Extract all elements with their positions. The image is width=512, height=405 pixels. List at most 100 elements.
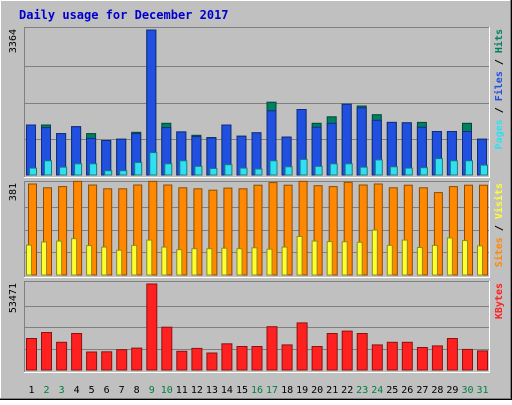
bar-pages-day-17 — [269, 160, 278, 176]
chart-panels: 3364 Pages / Files / Hits 381 Sites / Visit… — [8, 27, 505, 373]
bar-sites-day-28 — [433, 192, 443, 276]
bar-visits-day-15 — [236, 248, 243, 276]
bar-sites-day-10 — [163, 184, 173, 276]
bar-visits-day-27 — [416, 247, 423, 276]
bar-visits-day-7 — [116, 249, 123, 276]
legend-part: / — [494, 219, 505, 237]
legend-part: Hits — [493, 29, 505, 53]
bar-kbytes-day-2 — [41, 332, 52, 371]
y-max-label: 53471 — [8, 283, 19, 313]
bar-pages-day-24 — [374, 159, 383, 176]
bar-sites-day-21 — [328, 186, 338, 276]
bar-kbytes-day-13 — [206, 352, 218, 371]
chart-title: Daily usage for December 2017 — [19, 8, 229, 22]
day-label-10: 10 — [161, 385, 173, 396]
y-axis-legend-label: KBytes — [494, 283, 505, 319]
bar-visits-day-1 — [26, 244, 32, 276]
bar-kbytes-day-26 — [401, 341, 413, 371]
day-label-30: 30 — [461, 385, 473, 396]
day-label-16: 16 — [251, 385, 263, 396]
bar-pages-day-11 — [179, 160, 188, 176]
bar-sites-day-5 — [88, 184, 98, 276]
bar-kbytes-day-22 — [341, 330, 353, 371]
bar-kbytes-day-6 — [101, 351, 113, 371]
bar-pages-day-27 — [419, 167, 428, 176]
bar-sites-day-22 — [343, 181, 353, 276]
bar-sites-day-29 — [448, 186, 458, 276]
bar-sites-day-26 — [403, 184, 413, 276]
bar-sites-day-8 — [133, 184, 143, 276]
day-label-18: 18 — [281, 385, 293, 396]
bar-sites-day-2 — [43, 187, 52, 276]
day-label-13: 13 — [206, 385, 218, 396]
day-label-24: 24 — [371, 385, 383, 396]
bar-kbytes-day-24 — [371, 344, 383, 371]
bar-visits-day-9 — [146, 239, 153, 276]
bar-visits-day-16 — [251, 247, 258, 276]
bar-visits-day-19 — [296, 236, 303, 276]
bar-visits-day-20 — [311, 240, 318, 276]
y-max-label: 3364 — [8, 29, 19, 53]
panel-hits-files-pages: 3364 Pages / Files / Hits — [8, 27, 505, 178]
bar-pages-day-12 — [194, 165, 203, 176]
bar-kbytes-day-23 — [356, 333, 368, 371]
bar-pages-day-22 — [344, 163, 353, 176]
bar-sites-day-31 — [479, 184, 488, 276]
bar-visits-day-5 — [86, 245, 93, 276]
bar-sites-day-3 — [58, 186, 68, 276]
bar-pages-day-6 — [104, 170, 113, 176]
day-label-11: 11 — [176, 385, 188, 396]
bar-sites-day-7 — [118, 188, 128, 276]
day-label-31: 31 — [476, 385, 488, 396]
bar-visits-day-3 — [56, 240, 63, 276]
bar-visits-day-8 — [131, 244, 138, 276]
day-label-21: 21 — [326, 385, 338, 396]
bar-sites-day-27 — [418, 187, 428, 276]
bar-kbytes-day-14 — [221, 343, 233, 371]
bar-pages-day-18 — [284, 166, 293, 176]
day-label-5: 5 — [89, 385, 95, 396]
day-label-12: 12 — [191, 385, 203, 396]
bar-pages-day-19 — [299, 159, 308, 176]
legend-part: Visits — [493, 183, 505, 219]
day-label-26: 26 — [401, 385, 413, 396]
bar-pages-day-31 — [480, 164, 488, 176]
y-max-label: 381 — [8, 183, 19, 201]
bar-visits-day-23 — [356, 241, 363, 276]
bar-visits-day-22 — [341, 241, 348, 276]
bar-pages-day-2 — [44, 160, 52, 176]
bar-sites-day-23 — [358, 184, 368, 276]
day-label-6: 6 — [104, 385, 110, 396]
bar-kbytes-day-30 — [462, 348, 473, 371]
bar-visits-day-10 — [161, 246, 168, 276]
day-label-29: 29 — [446, 385, 458, 396]
bar-visits-day-21 — [326, 241, 333, 276]
bar-kbytes-day-17 — [266, 326, 278, 371]
bar-sites-day-15 — [238, 188, 248, 276]
day-label-28: 28 — [431, 385, 443, 396]
bar-kbytes-day-12 — [191, 347, 203, 371]
legend-part: / — [494, 101, 505, 119]
day-label-15: 15 — [236, 385, 248, 396]
bar-pages-day-26 — [404, 167, 413, 176]
bar-kbytes-day-7 — [116, 349, 128, 371]
bar-kbytes-day-19 — [296, 322, 308, 371]
bar-visits-day-30 — [462, 240, 468, 276]
bar-sites-day-14 — [223, 187, 233, 276]
bar-files-day-26 — [401, 122, 412, 176]
bar-kbytes-day-29 — [446, 338, 458, 371]
day-label-4: 4 — [74, 385, 80, 396]
bar-files-day-6 — [101, 140, 112, 176]
legend-part: KBytes — [494, 283, 505, 319]
bar-sites-day-25 — [388, 187, 398, 276]
day-label-1: 1 — [28, 385, 34, 396]
bar-kbytes-day-31 — [477, 350, 488, 371]
bar-kbytes-day-10 — [161, 326, 173, 371]
bar-sites-day-24 — [373, 183, 383, 276]
bar-pages-day-14 — [224, 164, 233, 176]
bar-files-day-1 — [26, 124, 36, 176]
bar-pages-day-21 — [329, 163, 338, 176]
bar-visits-day-17 — [266, 248, 273, 276]
day-label-8: 8 — [134, 385, 140, 396]
day-label-27: 27 — [416, 385, 428, 396]
